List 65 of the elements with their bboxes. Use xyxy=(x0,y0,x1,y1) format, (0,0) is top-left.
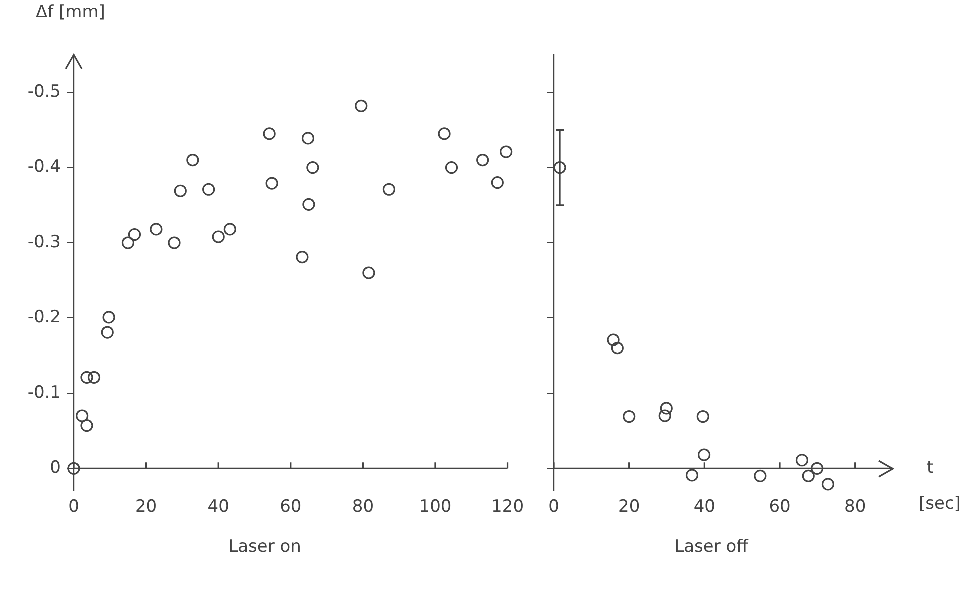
x-tick-label: 0 xyxy=(68,496,80,517)
y-tick-label: -0.1 xyxy=(28,382,61,403)
point xyxy=(306,162,320,174)
point xyxy=(296,251,309,264)
text: Laser on xyxy=(228,537,302,558)
point xyxy=(362,266,376,280)
point xyxy=(212,230,225,244)
point xyxy=(68,462,80,475)
point xyxy=(554,162,566,174)
point xyxy=(611,342,624,355)
point xyxy=(263,128,276,140)
point xyxy=(445,162,458,174)
text: Laser off xyxy=(674,537,750,558)
point xyxy=(174,184,187,198)
point xyxy=(302,132,315,145)
x-tick-label: 40 xyxy=(208,496,230,517)
point xyxy=(822,478,835,491)
text: [sec] xyxy=(919,494,961,514)
point xyxy=(102,311,116,324)
point xyxy=(686,469,699,482)
point xyxy=(382,183,396,196)
point xyxy=(122,236,135,250)
x-tick-label: 60 xyxy=(769,496,791,517)
y-axis-title: Δf [mm] xyxy=(36,2,106,22)
y-tick-label: -0.4 xyxy=(28,157,61,178)
x-tick-label: 40 xyxy=(694,496,716,517)
y-tick-label: 0 xyxy=(50,458,61,478)
point xyxy=(696,410,710,424)
point xyxy=(355,100,368,112)
y-tick-label: -0.2 xyxy=(28,308,61,328)
point xyxy=(698,448,711,462)
x-tick-label: 120 xyxy=(492,496,524,517)
point xyxy=(88,371,101,384)
x-tick-label: 80 xyxy=(352,496,374,517)
point xyxy=(438,128,451,140)
y-tick-label: -0.5 xyxy=(28,82,61,102)
point xyxy=(101,326,114,339)
point xyxy=(491,176,504,190)
point xyxy=(202,183,216,196)
point xyxy=(80,371,94,384)
point xyxy=(186,154,200,167)
x-tick-label: 20 xyxy=(618,496,640,517)
point xyxy=(623,410,636,424)
point xyxy=(660,402,673,415)
point xyxy=(802,470,815,482)
point xyxy=(224,223,236,236)
point xyxy=(266,177,278,190)
x-tick-label: 0 xyxy=(548,496,560,517)
x-tick-label: 60 xyxy=(280,496,302,517)
point xyxy=(128,228,142,242)
x-tick-label: 80 xyxy=(844,496,866,517)
point xyxy=(150,223,163,236)
point xyxy=(80,419,94,432)
y-tick-label: -0.3 xyxy=(28,232,61,252)
point xyxy=(754,470,767,482)
point xyxy=(168,236,181,250)
point xyxy=(476,154,490,167)
point xyxy=(607,334,620,346)
point xyxy=(658,410,672,422)
point xyxy=(302,198,316,211)
point xyxy=(500,146,513,158)
x-axis-title: t xyxy=(927,458,934,478)
x-tick-label: 20 xyxy=(135,496,158,517)
x-tick-label: 100 xyxy=(419,496,452,517)
point xyxy=(76,410,89,422)
